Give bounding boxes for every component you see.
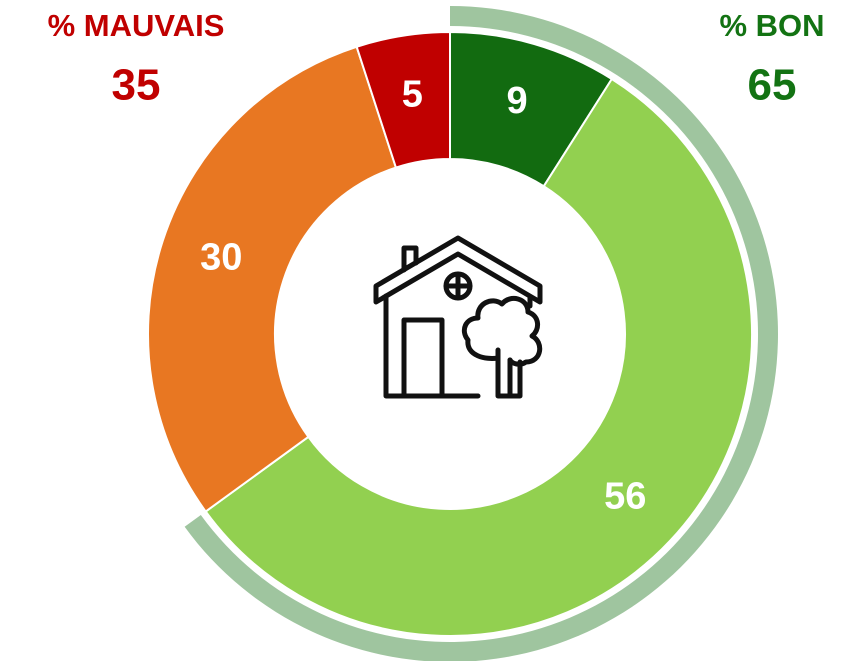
- group-total: 65: [748, 61, 797, 110]
- group-total: 35: [112, 61, 161, 110]
- house-icon: [373, 235, 543, 399]
- segment-label: 9: [507, 80, 528, 122]
- group-name: % BON: [719, 8, 824, 43]
- donut-segment: [355, 30, 451, 169]
- group-name: % MAUVAIS: [48, 8, 225, 43]
- donut: [147, 6, 778, 662]
- donut-segment: [204, 77, 753, 637]
- segment-label: 30: [200, 237, 242, 279]
- donut-segment: [147, 45, 398, 513]
- segment-label: 5: [402, 73, 423, 115]
- segment-label: 56: [604, 476, 646, 518]
